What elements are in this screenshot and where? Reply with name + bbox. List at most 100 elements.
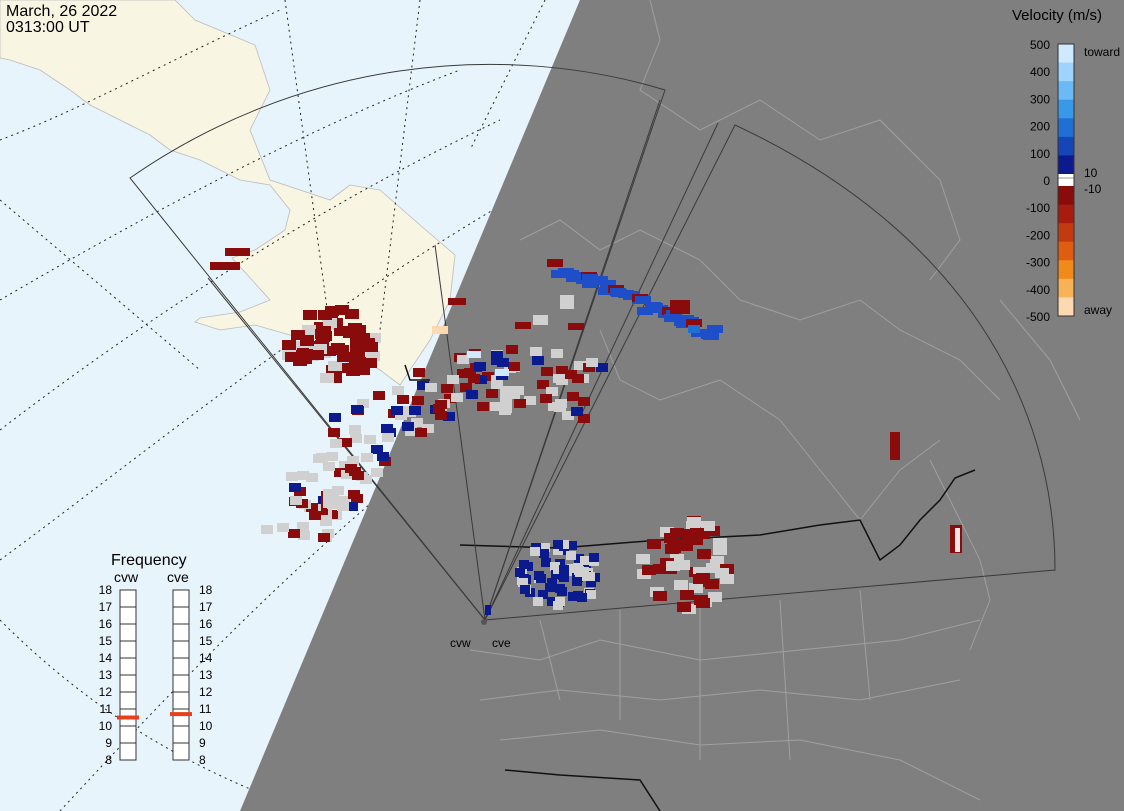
velocity-legend: Velocity (m/s) 500 400 300 200 100 0 -100 -200 -… <box>1012 7 1120 324</box>
backscatter-cell <box>687 517 701 527</box>
backscatter-cell <box>415 428 427 437</box>
backscatter-cell <box>302 325 316 335</box>
legend-swatch <box>1058 62 1074 82</box>
backscatter-cell <box>573 591 583 600</box>
backscatter-cell <box>566 551 576 560</box>
legend-tick-label: 400 <box>1030 65 1050 79</box>
backscatter-cell <box>585 572 595 581</box>
backscatter-cell <box>288 529 300 538</box>
backscatter-cell <box>524 396 536 405</box>
backscatter-cell <box>600 280 616 288</box>
backscatter-cell <box>444 394 456 403</box>
frequency-scale-label: 12 <box>199 685 213 699</box>
backscatter-cell <box>540 543 550 552</box>
fov-cvw <box>129 63 666 621</box>
backscatter-cell <box>596 363 608 372</box>
backscatter-cell <box>635 296 651 304</box>
backscatter-cell <box>710 556 724 566</box>
backscatter-cell <box>460 383 472 392</box>
backscatter-cell <box>519 560 529 569</box>
backscatter-cell <box>475 375 487 384</box>
backscatter-cell <box>364 435 376 444</box>
frequency-scale-label: 10 <box>199 719 213 733</box>
backscatter-cell <box>586 590 596 599</box>
backscatter-cell <box>335 345 349 355</box>
backscatter-cell <box>328 373 342 383</box>
backscatter-cell <box>466 390 478 399</box>
backscatter-cell <box>448 298 466 305</box>
backscatter-cell <box>490 402 502 411</box>
backscatter-cell <box>689 535 703 545</box>
frequency-cell <box>172 606 190 625</box>
legend-swatch <box>1058 223 1074 243</box>
frequency-scale-label: 12 <box>99 685 113 699</box>
backscatter-cell <box>316 506 328 515</box>
backscatter-cell <box>391 406 403 415</box>
backscatter-cell <box>572 577 582 586</box>
backscatter-cell <box>335 305 349 315</box>
backscatter-cell <box>533 315 548 325</box>
backscatter-cell <box>580 556 590 565</box>
frequency-radar-label-cvw: cvw <box>114 569 139 585</box>
backscatter-cell <box>571 407 583 416</box>
backscatter-cell <box>637 307 653 315</box>
legend-swatch <box>1058 118 1074 138</box>
frequency-scale-label: 13 <box>199 668 213 682</box>
backscatter-cell <box>578 414 590 423</box>
backscatter-cell <box>382 433 394 442</box>
country-borders <box>404 364 976 811</box>
backscatter-cell <box>567 392 579 401</box>
backscatter-cell <box>377 452 389 461</box>
backscatter-cell <box>392 386 404 395</box>
backscatter-cell <box>559 573 569 582</box>
backscatter-cell <box>546 387 558 396</box>
frequency-marker <box>117 715 139 720</box>
backscatter-cell <box>670 300 690 314</box>
backscatter-cell <box>553 374 565 383</box>
legend-tick-label: -300 <box>1026 256 1050 270</box>
frequency-cell <box>172 657 190 676</box>
backscatter-cell <box>560 295 574 309</box>
backscatter-cell <box>443 412 455 421</box>
backscatter-cell <box>356 365 370 375</box>
backscatter-cell <box>666 561 680 571</box>
legend-tick-label: -200 <box>1026 228 1050 242</box>
backscatter-cell <box>536 574 546 583</box>
backscatter-cell <box>715 568 729 578</box>
backscatter-cell <box>225 248 250 256</box>
backscatter-cell <box>318 533 330 542</box>
frequency-scale-label: 13 <box>99 668 113 682</box>
backscatter-cell <box>674 580 688 590</box>
frequency-scale-label: 15 <box>99 634 113 648</box>
legend-swatch <box>1058 81 1074 101</box>
backscatter-cell <box>530 547 540 556</box>
backscatter-cell <box>579 567 589 576</box>
backscatter-cell <box>955 528 960 552</box>
backscatter-cell <box>297 471 309 480</box>
frequency-cell <box>119 606 137 625</box>
backscatter-cell <box>337 352 351 362</box>
radar-site-label-cvw: cvw <box>450 636 471 650</box>
backscatter-cell <box>341 470 353 479</box>
backscatter-cell <box>441 384 453 393</box>
frequency-scale-label: 18 <box>99 583 113 597</box>
backscatter-cell <box>667 543 681 553</box>
backscatter-cell <box>485 605 491 615</box>
backscatter-cell <box>352 471 364 480</box>
legend-swatch <box>1058 260 1074 280</box>
backscatter-cell <box>326 452 338 461</box>
backscatter-cell <box>574 554 584 563</box>
backscatter-cell <box>653 591 667 601</box>
backscatter-cell <box>497 358 509 367</box>
backscatter-cell <box>349 425 361 434</box>
backscatter-cell <box>323 499 335 508</box>
backscatter-cell <box>409 406 421 415</box>
backscatter-cell <box>451 393 463 402</box>
backscatter-cell <box>537 380 549 389</box>
backscatter-cell <box>514 399 526 408</box>
radar-site-label-cve: cve <box>492 636 511 650</box>
backscatter-cell <box>660 527 674 537</box>
backscatter-cell <box>636 554 650 564</box>
backscatter-cell <box>325 306 339 316</box>
backscatter-cell <box>653 564 667 574</box>
